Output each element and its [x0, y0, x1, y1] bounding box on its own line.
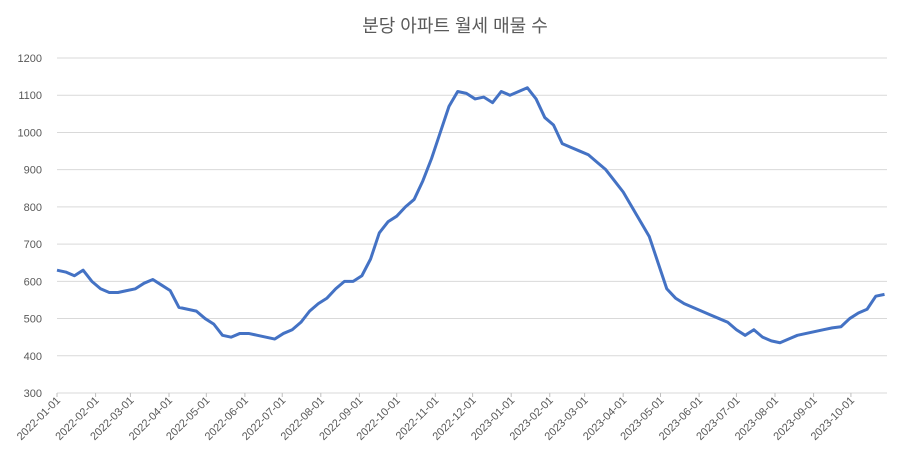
y-tick-label: 500	[24, 314, 42, 326]
chart-title: 분당 아파트 월세 매물 수	[362, 16, 548, 36]
y-tick-label: 700	[24, 239, 42, 251]
data-line	[56, 86, 885, 345]
y-tick-label: 800	[24, 202, 42, 214]
y-tick-label: 600	[24, 276, 42, 288]
y-tick-label: 1200	[18, 53, 42, 65]
y-tick-label: 1100	[18, 90, 42, 102]
y-tick-label: 900	[24, 165, 42, 177]
y-tick-label: 400	[24, 351, 42, 363]
y-tick-label: 300	[24, 388, 42, 400]
y-tick-label: 1000	[18, 127, 42, 139]
